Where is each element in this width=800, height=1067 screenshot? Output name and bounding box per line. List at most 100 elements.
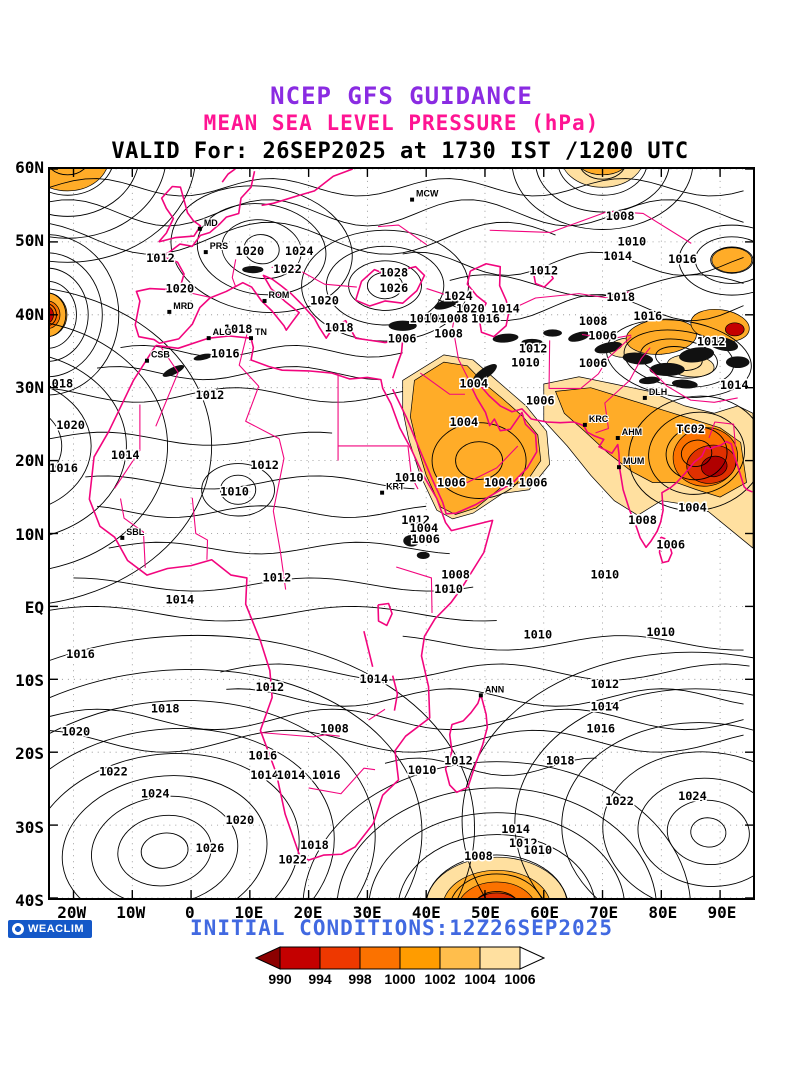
city-label: ALG bbox=[213, 327, 232, 337]
pressure-value-label: 1014 bbox=[590, 700, 619, 714]
colorbar-segment bbox=[279, 946, 321, 970]
pressure-value-label: 1012 bbox=[401, 513, 430, 527]
pressure-value-label: 1004 bbox=[459, 377, 488, 391]
city-marker bbox=[120, 535, 125, 540]
city-marker bbox=[615, 436, 620, 440]
chart-subtitle: MEAN SEA LEVEL PRESSURE (hPa) bbox=[203, 111, 600, 135]
city-marker bbox=[478, 693, 483, 698]
city-label: MRD bbox=[173, 301, 194, 311]
pressure-value-label: 1010 bbox=[646, 625, 675, 639]
pressure-value-label: 1010 bbox=[511, 355, 540, 369]
pressure-value-label: 1022 bbox=[278, 853, 307, 867]
city-label: ANN bbox=[485, 684, 504, 694]
pressure-value-label: 1004 bbox=[678, 500, 707, 514]
pressure-value-label: 1012 bbox=[196, 388, 225, 402]
lat-tick-label: EQ bbox=[24, 597, 44, 617]
lat-tick-label: 60N bbox=[15, 158, 44, 177]
colorbar-tick-label: 1000 bbox=[384, 971, 416, 987]
pressure-value-label: 1020 bbox=[166, 282, 195, 296]
city-label: DLH bbox=[649, 387, 667, 397]
pressure-value-label: 1010 bbox=[590, 568, 619, 582]
pressure-value-label: 1018 bbox=[50, 377, 73, 391]
pressure-value-label: 1016 bbox=[312, 768, 341, 782]
city-label: ROM bbox=[269, 290, 290, 300]
pressure-value-label: 1018 bbox=[151, 702, 180, 716]
pressure-value-label: 1012 bbox=[697, 334, 726, 348]
lat-tick-label: 20N bbox=[15, 451, 44, 471]
colorbar-tick-label: 994 bbox=[308, 971, 332, 987]
pressure-value-label: 1022 bbox=[605, 794, 634, 808]
coastline-layer bbox=[88, 169, 753, 861]
colorbar-segment bbox=[439, 946, 481, 970]
pressure-value-label: 1004 bbox=[484, 476, 513, 490]
pressure-value-label: 1014 bbox=[720, 378, 749, 392]
pressure-value-label: 1016 bbox=[633, 309, 662, 323]
pressure-value-label: 1024 bbox=[141, 786, 170, 800]
pressure-value-label: 1008 bbox=[579, 314, 608, 328]
city-marker bbox=[380, 490, 385, 495]
pressure-value-label: 1012 bbox=[529, 264, 558, 278]
pressure-value-label: 1018 bbox=[300, 838, 329, 852]
pressure-value-label: 1008 bbox=[320, 721, 349, 735]
colorbar-arrow-left bbox=[254, 946, 281, 970]
pressure-value-label: 1006 bbox=[411, 532, 440, 546]
pressure-value-label: 1012 bbox=[519, 342, 548, 356]
city-marker bbox=[167, 309, 172, 314]
city-marker bbox=[410, 197, 415, 202]
city-marker bbox=[203, 250, 208, 255]
pressure-value-label: 1020 bbox=[56, 418, 85, 432]
pressure-value-label: 1010 bbox=[220, 484, 249, 498]
pressure-value-label: 1016 bbox=[248, 748, 277, 762]
pressure-value-label: 1008 bbox=[441, 568, 470, 582]
pressure-value-label: 1012 bbox=[444, 753, 473, 767]
colorbar-tick-label: 998 bbox=[348, 971, 372, 987]
weaclim-logo-text: WEACLIM bbox=[28, 923, 85, 935]
pressure-value-label: 1012 bbox=[590, 677, 619, 691]
pressure-value-label: 1006 bbox=[656, 538, 685, 552]
city-marker bbox=[197, 226, 202, 231]
pressure-value-label: 1006 bbox=[588, 328, 617, 342]
pressure-value-label: 1012 bbox=[509, 836, 538, 850]
pressure-value-label: 1020 bbox=[236, 244, 265, 258]
pressure-value-label: 1020 bbox=[456, 301, 485, 315]
city-marker bbox=[144, 358, 149, 363]
pressure-value-label: 1008 bbox=[439, 312, 468, 326]
city-layer: MCW MD PRS ROM MRD ALG TN CSB KRT SBL KRC AHM DLH MUM… bbox=[120, 188, 668, 698]
colorbar-tick-label: 1006 bbox=[504, 971, 536, 987]
pressure-value-label: 1024 bbox=[285, 244, 314, 258]
pressure-value-label: 1010 bbox=[410, 312, 439, 326]
pressure-value-label: 1016 bbox=[50, 461, 78, 475]
colorbar-segment bbox=[479, 946, 521, 970]
pressure-value-label: 1004 bbox=[449, 415, 478, 429]
weaclim-logo-icon bbox=[12, 923, 24, 935]
pressure-value-label: 1014 bbox=[491, 301, 520, 315]
lat-tick-label: 20S bbox=[15, 744, 44, 764]
colorbar-tick-label: 1004 bbox=[464, 971, 496, 987]
pressure-value-label: 1010 bbox=[434, 582, 463, 596]
pressure-value-label: 1020 bbox=[310, 293, 339, 307]
axis-ticks bbox=[50, 169, 753, 898]
pressure-value-label: 1010 bbox=[408, 763, 437, 777]
initial-conditions-label: INITIAL CONDITIONS:12Z26SEP2025 bbox=[190, 916, 613, 940]
colorbar-segment bbox=[359, 946, 401, 970]
pressure-value-label: 1024 bbox=[444, 289, 473, 303]
colorbar-arrow-right bbox=[519, 946, 546, 970]
chart-title: NCEP GFS GUIDANCE bbox=[270, 82, 533, 110]
pressure-value-label: 1016 bbox=[211, 347, 240, 361]
pressure-value-label: 1018 bbox=[325, 320, 354, 334]
pressure-value-label: 1014 bbox=[111, 448, 140, 462]
city-marker bbox=[642, 395, 647, 400]
pressure-value-label: 1014 bbox=[603, 249, 632, 263]
colorbar-tick-label: 990 bbox=[268, 971, 292, 987]
grid-layer bbox=[50, 169, 753, 898]
pressure-value-label: 1026 bbox=[196, 841, 225, 855]
weaclim-logo: WEACLIM bbox=[8, 920, 93, 938]
pressure-value-label: 1028 bbox=[379, 266, 408, 280]
pressure-value-label: 1006 bbox=[519, 476, 548, 490]
storm-annotation: TC02 bbox=[676, 422, 705, 436]
colorbar-segment bbox=[319, 946, 361, 970]
pressure-value-label: 1014 bbox=[277, 768, 306, 782]
pressure-value-label: 1010 bbox=[523, 627, 552, 641]
pressure-value-label: 1016 bbox=[668, 252, 697, 266]
pressure-value-label: 1024 bbox=[678, 789, 707, 803]
